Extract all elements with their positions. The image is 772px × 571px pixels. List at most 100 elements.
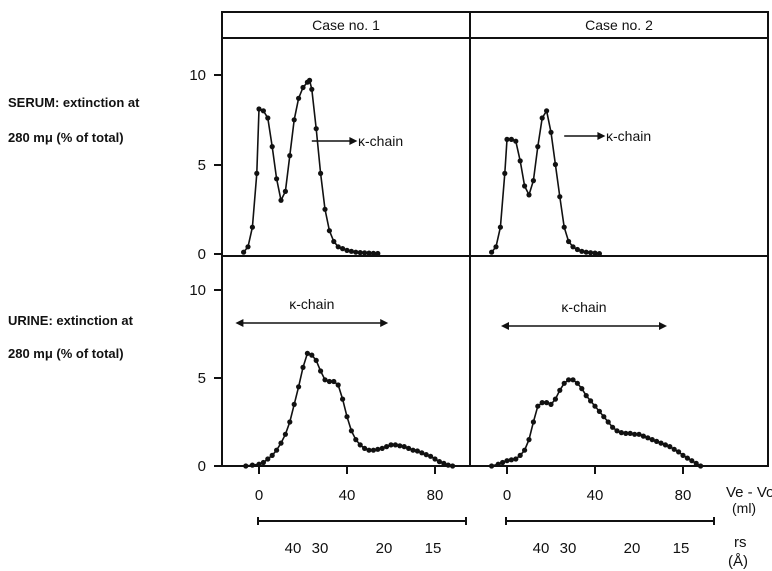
data-point-urine-case-1-42 bbox=[432, 456, 438, 462]
data-point-urine-case-2-0 bbox=[489, 463, 495, 469]
plot-frame bbox=[221, 11, 769, 467]
data-point-urine-case-1-15 bbox=[313, 357, 319, 363]
data-point-urine-case-2-4 bbox=[508, 457, 514, 463]
data-point-serum-case-1-2 bbox=[249, 224, 255, 230]
data-point-urine-case-2-43 bbox=[680, 452, 686, 458]
data-point-urine-case-2-17 bbox=[566, 377, 572, 383]
data-point-urine-case-2-33 bbox=[636, 431, 642, 437]
data-point-urine-case-2-42 bbox=[676, 449, 682, 455]
case2-x-label-40: 40 bbox=[587, 487, 604, 504]
data-point-serum-case-1-18 bbox=[313, 126, 319, 132]
serum-label-line-1: SERUM: extinction at bbox=[8, 95, 140, 110]
case2-rs-label-40: 40 bbox=[533, 540, 550, 557]
data-point-urine-case-1-20 bbox=[335, 382, 341, 388]
data-point-serum-case-2-8 bbox=[522, 183, 528, 189]
data-point-serum-case-2-11 bbox=[535, 144, 541, 150]
data-point-serum-case-1-12 bbox=[291, 117, 297, 123]
kappa-arrowhead-serum-case-1 bbox=[349, 137, 358, 145]
annotations-layer: κ-chain κ-chain κ-chain κ-chain bbox=[235, 128, 715, 525]
data-point-urine-case-2-47 bbox=[698, 463, 704, 469]
data-point-urine-case-2-20 bbox=[579, 386, 585, 392]
data-point-urine-case-2-32 bbox=[632, 431, 638, 437]
data-point-urine-case-2-1 bbox=[495, 461, 501, 467]
data-point-urine-case-2-40 bbox=[667, 444, 673, 450]
data-point-urine-case-2-12 bbox=[544, 400, 550, 406]
data-point-urine-case-2-11 bbox=[539, 400, 545, 406]
panel-title-case-2: Case no. 2 bbox=[585, 17, 653, 33]
data-point-serum-case-1-31 bbox=[370, 250, 376, 256]
serum-label-line-2: 280 mμ (% of total) bbox=[8, 130, 124, 145]
data-point-serum-case-2-20 bbox=[574, 246, 581, 253]
data-point-urine-case-2-18 bbox=[570, 377, 576, 383]
data-point-urine-case-1-44 bbox=[441, 460, 447, 466]
data-point-serum-case-1-17 bbox=[309, 86, 315, 92]
data-point-urine-case-1-29 bbox=[375, 446, 381, 452]
case2-rs-label-20: 20 bbox=[624, 540, 641, 557]
data-point-urine-case-1-1 bbox=[249, 462, 255, 468]
kappa-arrowhead-left-urine-case-2 bbox=[501, 322, 509, 330]
case2-x-label-80: 80 bbox=[675, 487, 692, 504]
kappa-label-urine-case-1: κ-chain bbox=[289, 296, 334, 312]
data-point-urine-case-1-8 bbox=[282, 431, 288, 437]
data-point-serum-case-1-26 bbox=[348, 248, 354, 254]
data-point-urine-case-1-5 bbox=[269, 452, 275, 458]
data-point-urine-case-2-28 bbox=[614, 428, 620, 434]
data-point-urine-case-2-31 bbox=[627, 430, 633, 436]
data-point-serum-case-2-5 bbox=[508, 136, 514, 142]
data-point-urine-case-1-11 bbox=[296, 384, 302, 390]
data-point-urine-case-2-10 bbox=[535, 403, 541, 409]
data-point-urine-case-2-13 bbox=[548, 401, 554, 407]
case2-rs-label-30: 30 bbox=[560, 540, 577, 557]
curves-layer bbox=[241, 77, 704, 469]
data-point-urine-case-2-30 bbox=[623, 430, 629, 436]
series-line-serum-case-2 bbox=[490, 108, 600, 255]
data-point-serum-case-1-25 bbox=[344, 247, 350, 253]
case1-x-label-0: 0 bbox=[255, 487, 263, 504]
data-point-serum-case-1-5 bbox=[260, 108, 266, 114]
urine-y-label-5: 5 bbox=[198, 370, 206, 387]
kappa-arrowhead-right-urine-case-1 bbox=[380, 319, 389, 327]
data-point-serum-case-1-0 bbox=[241, 249, 247, 255]
data-point-urine-case-2-9 bbox=[530, 419, 537, 425]
data-point-serum-case-1-13 bbox=[296, 95, 302, 101]
data-point-serum-case-1-22 bbox=[331, 238, 337, 245]
data-point-serum-case-1-9 bbox=[278, 197, 284, 203]
data-point-urine-case-1-37 bbox=[410, 447, 416, 453]
data-point-urine-case-2-26 bbox=[605, 419, 611, 425]
kappa-arrowhead-left-urine-case-1 bbox=[235, 319, 244, 327]
data-point-serum-case-1-28 bbox=[357, 250, 363, 256]
rs-axis-label-line-1: rs bbox=[734, 534, 747, 551]
data-point-urine-case-1-28 bbox=[370, 447, 376, 453]
data-point-serum-case-2-21 bbox=[579, 248, 585, 254]
data-point-urine-case-2-35 bbox=[645, 435, 651, 441]
data-point-serum-case-2-16 bbox=[557, 194, 563, 200]
data-point-serum-case-1-32 bbox=[375, 250, 381, 257]
data-point-urine-case-2-7 bbox=[522, 447, 528, 453]
data-point-urine-case-2-14 bbox=[552, 396, 559, 402]
data-point-serum-case-2-9 bbox=[526, 192, 532, 198]
case1-rs-label-20: 20 bbox=[376, 540, 393, 557]
data-point-urine-case-2-24 bbox=[596, 408, 603, 414]
data-point-urine-case-2-44 bbox=[684, 455, 691, 461]
case1-rs-label-15: 15 bbox=[425, 540, 442, 557]
data-point-urine-case-1-25 bbox=[357, 442, 363, 448]
data-point-serum-case-2-12 bbox=[539, 115, 545, 121]
data-point-serum-case-2-24 bbox=[592, 250, 598, 256]
data-point-urine-case-1-22 bbox=[344, 414, 350, 420]
data-point-serum-case-2-15 bbox=[552, 161, 559, 168]
data-point-serum-case-1-30 bbox=[366, 250, 372, 256]
kappa-label-urine-case-2: κ-chain bbox=[561, 299, 606, 315]
urine-label-line-1: URINE: extinction at bbox=[8, 313, 134, 328]
data-point-urine-case-2-21 bbox=[583, 393, 589, 399]
data-point-serum-case-1-23 bbox=[335, 244, 341, 250]
data-point-serum-case-1-3 bbox=[254, 170, 260, 176]
data-point-serum-case-1-20 bbox=[322, 206, 328, 212]
data-point-serum-case-1-7 bbox=[269, 144, 275, 150]
data-point-urine-case-1-4 bbox=[265, 456, 271, 462]
data-point-urine-case-2-2 bbox=[500, 459, 506, 466]
data-point-urine-case-1-14 bbox=[309, 352, 315, 358]
data-point-urine-case-1-13 bbox=[304, 350, 310, 356]
data-point-urine-case-1-46 bbox=[450, 463, 456, 469]
data-point-urine-case-2-41 bbox=[671, 446, 677, 452]
